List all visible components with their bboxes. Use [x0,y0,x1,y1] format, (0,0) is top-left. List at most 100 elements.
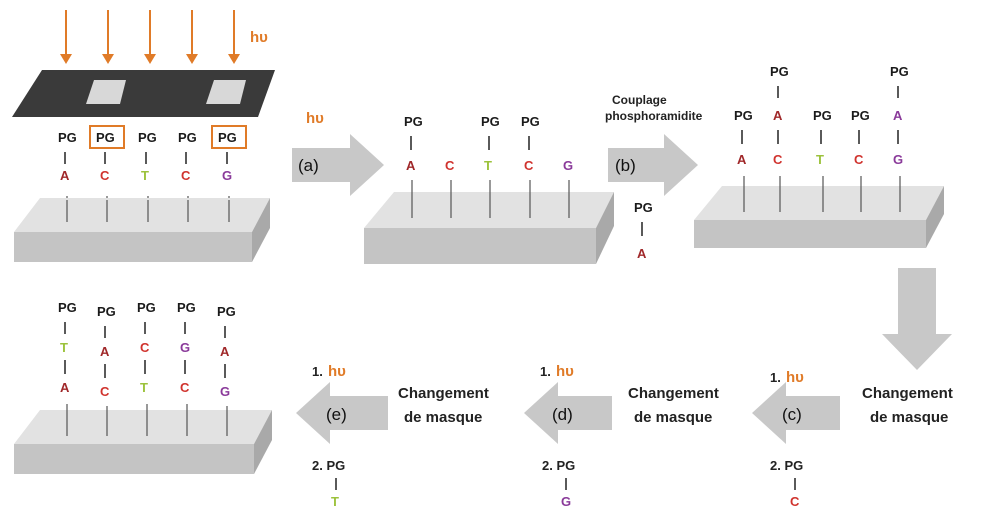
base-t: T [816,152,824,167]
pg-label: PG [97,304,116,319]
change-mask-line1: Changement [862,385,953,402]
pg-label: PG [58,130,77,145]
light-label: hυ [556,363,574,380]
monomer-base-a: A [637,246,647,261]
base-c: C [100,384,110,399]
step-a: hυ (a) [292,110,384,196]
arrow-e [296,382,388,444]
step-d-num2: 2. PG [542,458,575,473]
base-c: C [180,380,190,395]
step-d-num1: 1. [540,364,551,379]
change-mask-3: Changement de masque [398,385,489,426]
base-t: T [331,494,339,509]
step-b: Couplage phosphoramidite (b) PG A [605,93,703,261]
monomer-pg: PG [634,200,653,215]
base-t: T [484,158,492,173]
substrate [14,410,272,444]
base-g: G [180,340,190,355]
light-label: hυ [250,29,268,46]
change-mask-line2: de masque [634,409,712,426]
panel-2: PG PG PG A C T C G [364,114,614,264]
exposed-pg-box [211,125,247,149]
base-t: T [140,380,148,395]
coupling-label-line2: phosphoramidite [605,109,703,123]
arrow-b [608,134,698,196]
pg-label: PG [96,130,115,145]
panel-final: PG PG PG PG PG T A C G A A C T C G [14,300,272,474]
step-c-num1: 1. [770,370,781,385]
light-label: hυ [306,110,324,127]
pg-label: PG [178,130,197,145]
base-a: A [60,168,70,183]
substrate [14,198,270,232]
pg-label: PG [58,300,77,315]
pg-label: PG [851,108,870,123]
base-c: C [100,168,110,183]
step-c-num2: 2. PG [770,458,803,473]
base-a: A [220,344,230,359]
base-a: A [773,108,783,123]
step-e-num1: 1. [312,364,323,379]
exposed-pg-box [89,125,125,149]
change-mask-2: Changement de masque [628,385,719,426]
base-c: C [140,340,150,355]
mask-window [86,80,126,104]
base-c: C [790,494,800,509]
coupling-label-line1: Couplage [612,93,667,107]
step-d: 1. hυ (d) 2. PG G [524,363,612,509]
step-d-label: (d) [552,405,573,424]
light-arrows [65,10,235,58]
base-a: A [406,158,416,173]
step-c-label: (c) [782,405,802,424]
step-e: 1. hυ (e) 2. PG T [296,363,388,509]
pg-label: PG [217,304,236,319]
step-e-label: (e) [326,405,347,424]
base-a: A [893,108,903,123]
panel-3: PG PG PG A PG PG A A C T C G [694,64,944,248]
step-a-label: (a) [298,156,319,175]
step-b-label: (b) [615,156,636,175]
base-g: G [563,158,573,173]
base-a: A [737,152,747,167]
arrow-a [292,134,384,196]
pg-label: PG [218,130,237,145]
pg-label: PG [734,108,753,123]
base-g: G [222,168,232,183]
pg-label: PG [890,64,909,79]
base-c: C [524,158,534,173]
change-mask-line2: de masque [404,409,482,426]
base-a: A [60,380,70,395]
substrate [364,192,614,228]
arrow-down [882,268,952,370]
base-g: G [893,152,903,167]
pg-label: PG [137,300,156,315]
arrow-c [752,382,840,444]
pg-label: PG [770,64,789,79]
pg-label: PG [813,108,832,123]
base-c: C [445,158,455,173]
base-g: G [220,384,230,399]
light-label: hυ [786,369,804,386]
pg-label: PG [404,114,423,129]
change-mask-1: Changement de masque [862,385,953,426]
base-c: C [181,168,191,183]
change-mask-line1: Changement [398,385,489,402]
mask-window [206,80,246,104]
base-g: G [561,494,571,509]
arrow-d [524,382,612,444]
panel-1: hυ PG PG PG PG PG A C T C G [12,10,275,262]
pg-label: PG [177,300,196,315]
base-c: C [854,152,864,167]
pg-label: PG [481,114,500,129]
base-t: T [60,340,68,355]
photomask [12,70,275,117]
pg-label: PG [521,114,540,129]
step-e-num2: 2. PG [312,458,345,473]
change-mask-line1: Changement [628,385,719,402]
base-c: C [773,152,783,167]
pg-label: PG [138,130,157,145]
base-a: A [100,344,110,359]
light-label: hυ [328,363,346,380]
substrate [694,186,944,220]
